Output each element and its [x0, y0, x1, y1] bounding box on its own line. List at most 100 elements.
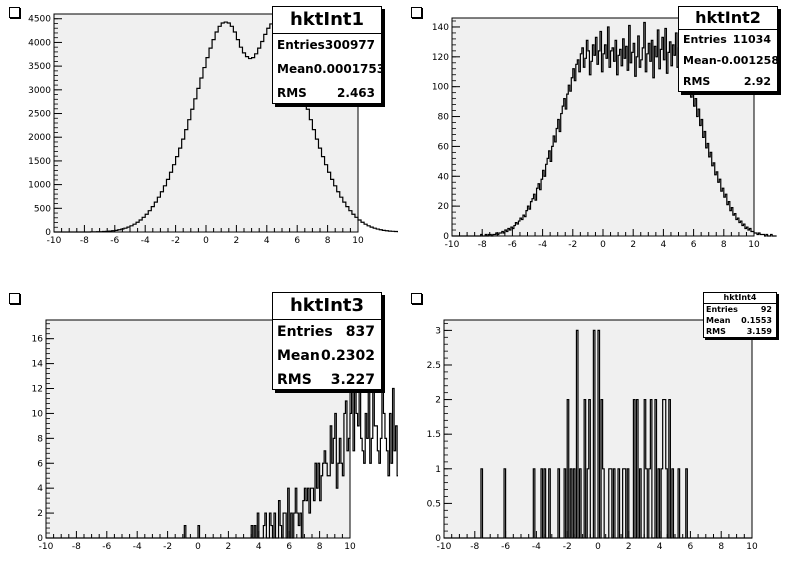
histogram-bin — [379, 463, 381, 538]
stats-mean-label: Mean — [683, 54, 717, 67]
x-tick-label: -4 — [532, 542, 541, 552]
x-tick-label: 8 — [721, 240, 727, 250]
pad-1: -10 -8 -6 -4 -2 0 2 4 6 8 10 0 500 1000 1500 2000 2500 30… — [0, 0, 398, 286]
stats-rms-row: RMS 2.92 — [679, 72, 777, 93]
x-tick-label: 4 — [657, 542, 663, 552]
x-tick-label: 6 — [688, 542, 694, 552]
stats-title: hktInt3 — [273, 293, 381, 320]
stats-mean-row: Mean 0.0001753 — [273, 58, 385, 82]
y-tick-label: 2000 — [28, 133, 51, 143]
stats-box[interactable]: hktInt3 Entries 837 Mean 0.2302 RMS 3.22… — [272, 292, 382, 390]
y-tick-label: 20 — [438, 202, 450, 212]
y-tick-label: 0 — [443, 232, 449, 242]
y-tick-label: 0.5 — [427, 499, 441, 509]
pad-select-icon[interactable] — [9, 7, 20, 18]
stats-entries-row: Entries 11034 — [679, 30, 777, 51]
x-tick-label: 4 — [264, 236, 270, 246]
y-tick-label: 6 — [37, 459, 43, 469]
x-tick-label: 2 — [226, 542, 232, 552]
pad-3: -10 -8 -6 -4 -2 0 2 4 6 8 10 0 2 4 6 8 10 12 14 16 hktInt3 … — [0, 286, 398, 572]
stats-mean-value: 0.0001753 — [313, 62, 386, 76]
histogram-bin — [362, 451, 364, 538]
x-tick-label: -2 — [563, 542, 572, 552]
y-tick-label: 16 — [32, 335, 44, 345]
stats-entries-value: 300977 — [324, 38, 375, 52]
y-tick-label: 14 — [32, 360, 44, 370]
x-tick-label: -8 — [478, 240, 487, 250]
stats-box[interactable]: hktInt2 Entries 11034 Mean -0.001258 RMS… — [678, 6, 779, 93]
histogram-bin — [367, 438, 369, 538]
x-tick-label: -6 — [110, 236, 119, 246]
x-tick-label: 10 — [746, 542, 758, 552]
stats-box[interactable]: hktInt4 Entries 92 Mean 0.1553 RMS 3.159 — [703, 292, 777, 338]
y-tick-label: 80 — [438, 113, 450, 123]
stats-entries-value: 11034 — [732, 33, 771, 46]
stats-entries-label: Entries — [277, 38, 325, 52]
y-tick-label: 1.5 — [427, 430, 441, 440]
y-tick-label: 4500 — [28, 15, 51, 25]
x-tick-label: 2 — [630, 240, 636, 250]
histogram-outline — [452, 21, 777, 237]
histogram-bin — [394, 451, 396, 538]
histogram-bin — [391, 463, 393, 538]
pad-select-icon[interactable] — [9, 293, 20, 304]
stats-entries-row: Entries 300977 — [273, 34, 381, 58]
x-tick-label: 0 — [203, 236, 209, 246]
stats-box[interactable]: hktInt1 Entries 300977 Mean 0.0001753 RM… — [272, 6, 385, 104]
x-tick-label: 0 — [600, 240, 606, 250]
stats-entries-label: Entries — [277, 324, 333, 340]
pad-select-icon[interactable] — [411, 7, 422, 18]
x-tick-label: 8 — [718, 542, 724, 552]
x-tick-label: -10 — [47, 236, 62, 246]
pad-select-icon[interactable] — [411, 293, 422, 304]
stats-rms-value: 2.92 — [743, 75, 771, 88]
y-tick-label: 12 — [32, 385, 43, 395]
x-tick-label: -2 — [568, 240, 577, 250]
y-tick-label: 500 — [34, 204, 51, 214]
y-tick-label: 140 — [432, 23, 449, 33]
x-tick-label: 2 — [626, 542, 632, 552]
y-tick-label: 3 — [435, 326, 441, 336]
stats-mean-row: Mean -0.001258 — [679, 51, 779, 72]
stats-title: hktInt2 — [679, 7, 777, 30]
x-tick-label: -10 — [445, 240, 460, 250]
x-tick-label: 6 — [294, 236, 300, 246]
x-tick-label: -8 — [470, 542, 479, 552]
stats-rms-label: RMS — [683, 75, 711, 88]
y-tick-label: 8 — [37, 434, 43, 444]
x-tick-label: -2 — [163, 542, 172, 552]
y-tick-label: 4000 — [28, 38, 51, 48]
stats-mean-label: Mean — [277, 348, 320, 364]
y-tick-label: 1500 — [28, 157, 51, 167]
y-tick-label: 120 — [432, 53, 449, 63]
histogram-outline — [54, 21, 398, 233]
x-tick-label: -8 — [72, 542, 81, 552]
stats-title: hktInt1 — [273, 7, 381, 34]
x-tick-label: 0 — [195, 542, 201, 552]
stats-rms-row: RMS 3.159 — [704, 326, 776, 337]
x-tick-label: -6 — [501, 542, 510, 552]
stats-mean-value: 0.1553 — [741, 316, 772, 325]
histogram-bin — [353, 451, 355, 538]
y-tick-label: 2.5 — [427, 361, 441, 371]
stats-entries-value: 92 — [760, 305, 772, 314]
histogram-outline — [444, 329, 752, 539]
x-tick-label: -4 — [133, 542, 142, 552]
x-tick-label: -6 — [102, 542, 111, 552]
y-tick-label: 60 — [438, 142, 450, 152]
x-tick-label: -8 — [80, 236, 89, 246]
histogram-bin — [374, 426, 376, 538]
x-tick-label: 6 — [286, 542, 292, 552]
stats-rms-value: 3.227 — [330, 372, 375, 388]
pad-2: -10 -8 -6 -4 -2 0 2 4 6 8 10 0 20 40 60 80 100 120 140 hkt… — [398, 0, 796, 286]
stats-mean-row: Mean 0.1553 — [704, 315, 776, 326]
histogram-bin — [358, 426, 360, 538]
y-tick-label: 10 — [32, 409, 44, 419]
histogram-bin — [388, 476, 390, 538]
histogram-plot: -10 -8 -6 -4 -2 0 2 4 6 8 10 0 0.5 1 1.5 2 2.5 3 — [427, 319, 758, 552]
histogram-bin — [364, 463, 366, 538]
y-tick-label: 0 — [37, 534, 43, 544]
stats-mean-value: -0.001258 — [716, 54, 779, 67]
x-tick-label: -4 — [141, 236, 150, 246]
x-tick-label: -2 — [171, 236, 180, 246]
